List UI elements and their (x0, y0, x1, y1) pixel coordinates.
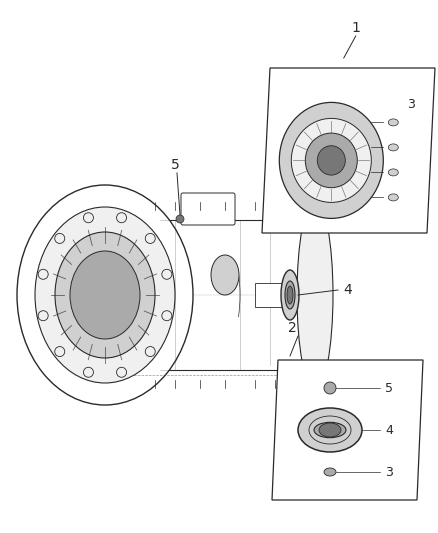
Ellipse shape (389, 169, 398, 176)
Circle shape (324, 382, 336, 394)
Circle shape (145, 233, 155, 244)
Ellipse shape (17, 185, 193, 405)
Circle shape (145, 346, 155, 357)
Ellipse shape (319, 423, 341, 437)
Text: 4: 4 (385, 424, 393, 437)
Ellipse shape (314, 422, 346, 438)
Text: 5: 5 (385, 382, 393, 394)
Ellipse shape (324, 468, 336, 476)
Bar (280, 200, 300, 212)
Ellipse shape (281, 270, 299, 320)
Ellipse shape (297, 200, 333, 390)
Circle shape (162, 269, 172, 279)
Text: 2: 2 (288, 321, 297, 335)
Ellipse shape (211, 255, 239, 295)
Text: 4: 4 (344, 283, 353, 297)
Bar (105, 220, 315, 370)
Ellipse shape (285, 281, 295, 309)
Text: 1: 1 (351, 21, 360, 35)
Text: 5: 5 (171, 158, 180, 172)
Polygon shape (272, 360, 423, 500)
Ellipse shape (55, 232, 155, 358)
Ellipse shape (298, 408, 362, 452)
Ellipse shape (70, 251, 140, 339)
Text: 3: 3 (407, 98, 415, 111)
Circle shape (55, 233, 65, 244)
Circle shape (117, 213, 127, 223)
Ellipse shape (389, 119, 398, 126)
Circle shape (83, 213, 93, 223)
Ellipse shape (317, 146, 345, 175)
Ellipse shape (279, 102, 383, 219)
Ellipse shape (389, 194, 398, 201)
Ellipse shape (305, 133, 357, 188)
Bar (255, 283, 283, 307)
Circle shape (38, 269, 48, 279)
FancyBboxPatch shape (181, 193, 235, 225)
Circle shape (83, 367, 93, 377)
Ellipse shape (291, 118, 371, 203)
Circle shape (55, 346, 65, 357)
Text: 3: 3 (385, 465, 393, 479)
Polygon shape (262, 68, 435, 233)
Circle shape (117, 367, 127, 377)
Circle shape (176, 215, 184, 223)
Circle shape (38, 311, 48, 321)
Ellipse shape (389, 144, 398, 151)
Circle shape (162, 311, 172, 321)
Ellipse shape (35, 207, 175, 383)
Ellipse shape (287, 286, 293, 304)
